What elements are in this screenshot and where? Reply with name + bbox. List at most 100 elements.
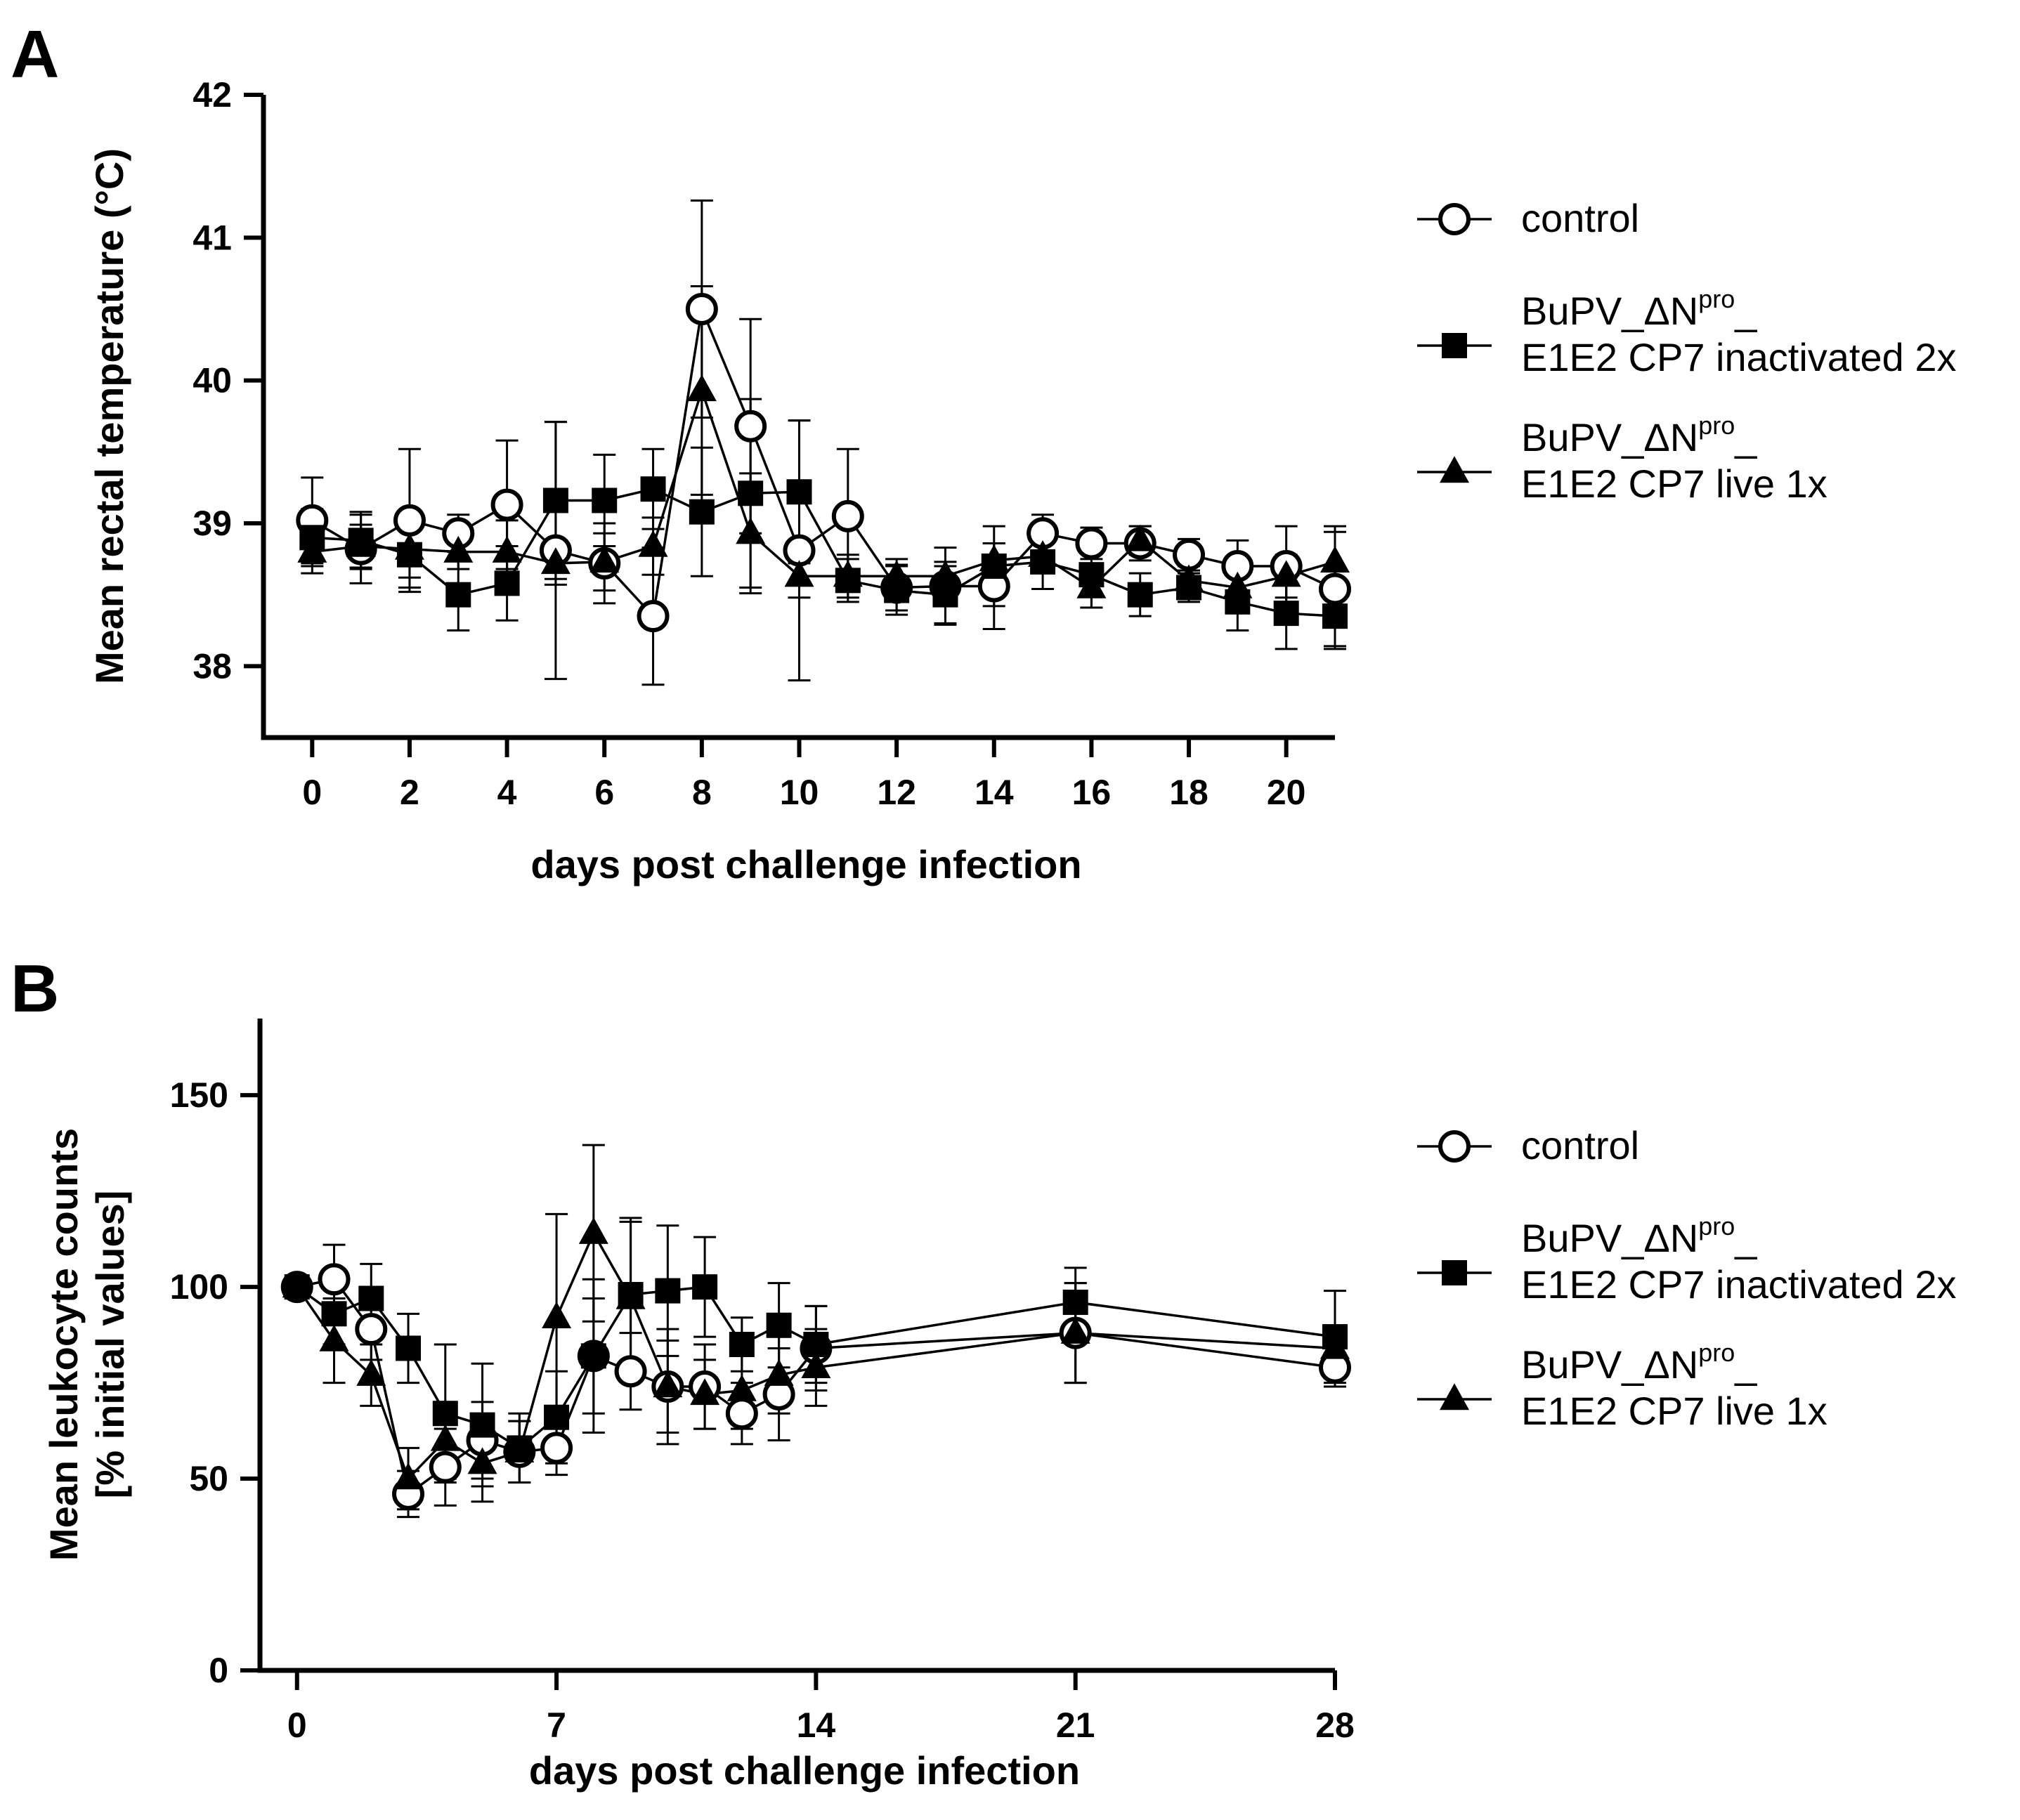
x-tick-label: 10 [780, 773, 819, 812]
data-point [638, 530, 668, 557]
legend-label-part: BuPV_ΔN [1521, 415, 1698, 459]
legend-label-part: _ [1734, 289, 1757, 333]
data-point [282, 1271, 312, 1298]
legend-marker [1438, 203, 1471, 235]
panel-b: B 0 50 100 150 0 7 14 21 28 days post challenge in… [11, 951, 1956, 1793]
legend-label: BuPV_ΔNpro_ [1521, 1212, 1757, 1260]
legend-label-part: _ [1734, 1342, 1757, 1387]
data-point [393, 504, 426, 537]
x-axis-title: days post challenge infection [529, 1748, 1080, 1793]
y-tick-label: 40 [193, 361, 232, 400]
series-markers-2 [282, 1217, 1350, 1490]
data-point [469, 1412, 495, 1438]
y-tick-label: 38 [193, 646, 232, 686]
data-point [1271, 560, 1301, 587]
legend-label-superscript: pro [1698, 284, 1735, 313]
series-line [311, 304, 1336, 620]
data-point [540, 1432, 573, 1465]
x-axis-title: days post challenge infection [530, 842, 1081, 886]
data-point [734, 410, 767, 443]
y-axis-title: Mean leukocyte counts[% initial values] [41, 1128, 132, 1561]
legend-label: control [1521, 1123, 1639, 1167]
data-point [355, 1313, 388, 1346]
x-tick-label: 12 [877, 773, 916, 812]
legend-marker [1438, 1130, 1471, 1163]
legend-label-part: BuPV_ΔN [1521, 289, 1698, 333]
x-tick-label: 21 [1056, 1706, 1095, 1745]
y-tick-label: 39 [193, 504, 232, 543]
data-point [393, 1462, 424, 1490]
data-point [831, 499, 864, 532]
legend-label: BuPV_ΔNpro_ [1521, 411, 1757, 459]
data-point [592, 487, 618, 513]
data-point [1028, 539, 1058, 567]
legend-label-superscript: pro [1698, 1212, 1735, 1240]
axes-frame [257, 1019, 1335, 1673]
data-point [801, 1351, 831, 1378]
data-point [653, 1370, 683, 1398]
data-point [542, 487, 568, 513]
data-point [490, 488, 523, 521]
data-point [319, 1324, 349, 1351]
data-point [1320, 1332, 1350, 1359]
x-tick-label: 16 [1072, 773, 1112, 812]
series-line [312, 386, 1336, 589]
x-tick-label: 20 [1267, 773, 1306, 812]
legend-label-line2: E1E2 CP7 live 1x [1521, 461, 1827, 506]
data-point [445, 582, 471, 608]
data-point [356, 1359, 386, 1386]
y-axis-title: Mean rectal temperature (°C) [87, 148, 131, 684]
data-point [1174, 564, 1204, 591]
legend-marker [1442, 333, 1467, 358]
x-tick-label: 0 [302, 773, 322, 812]
x-tick-label: 18 [1169, 773, 1208, 812]
x-tick-label: 2 [400, 773, 419, 812]
data-point [686, 374, 717, 402]
legend-label: BuPV_ΔNpro_ [1521, 1338, 1757, 1387]
panel-label: B [11, 951, 59, 1026]
data-point [578, 1217, 608, 1244]
data-point [882, 560, 912, 587]
x-tick-label: 4 [497, 773, 517, 812]
data-point [614, 1355, 647, 1388]
data-point [396, 1335, 422, 1361]
series-line [312, 487, 1336, 617]
data-point [318, 1263, 351, 1296]
legend-marker [1440, 1383, 1469, 1410]
data-point [358, 1285, 384, 1311]
axes-frame [261, 95, 1335, 740]
data-point [655, 1278, 681, 1304]
data-point [1320, 546, 1350, 573]
data-point [492, 535, 522, 563]
data-point [432, 1401, 458, 1427]
data-point [1060, 1316, 1090, 1344]
data-point [930, 560, 960, 587]
x-tick-label: 8 [692, 773, 712, 812]
y-tick-label: 41 [193, 218, 232, 257]
data-point [729, 1332, 755, 1357]
data-point [692, 1274, 718, 1300]
y-tick-label: 50 [189, 1459, 228, 1498]
data-point [504, 1436, 535, 1463]
data-point [443, 535, 474, 563]
data-point [738, 480, 764, 506]
y-tick-label: 42 [193, 75, 232, 114]
data-point [540, 547, 571, 575]
data-point [784, 560, 814, 587]
data-point [346, 530, 376, 557]
y-tick-label: 100 [170, 1267, 228, 1307]
data-point [615, 1282, 646, 1309]
panel-a: A 38 39 40 41 42 0 2 4 6 8 10 12 14 16 18 20 days post ch… [11, 17, 1956, 886]
legend-marker [1440, 456, 1469, 483]
data-point [321, 1301, 347, 1327]
data-point [689, 499, 715, 525]
series-markers-1 [284, 1274, 1348, 1461]
legend-label: control [1521, 196, 1639, 240]
data-point [786, 479, 812, 505]
data-point [1223, 571, 1253, 598]
data-point [726, 1374, 757, 1401]
legend-label-superscript: pro [1698, 1338, 1735, 1367]
